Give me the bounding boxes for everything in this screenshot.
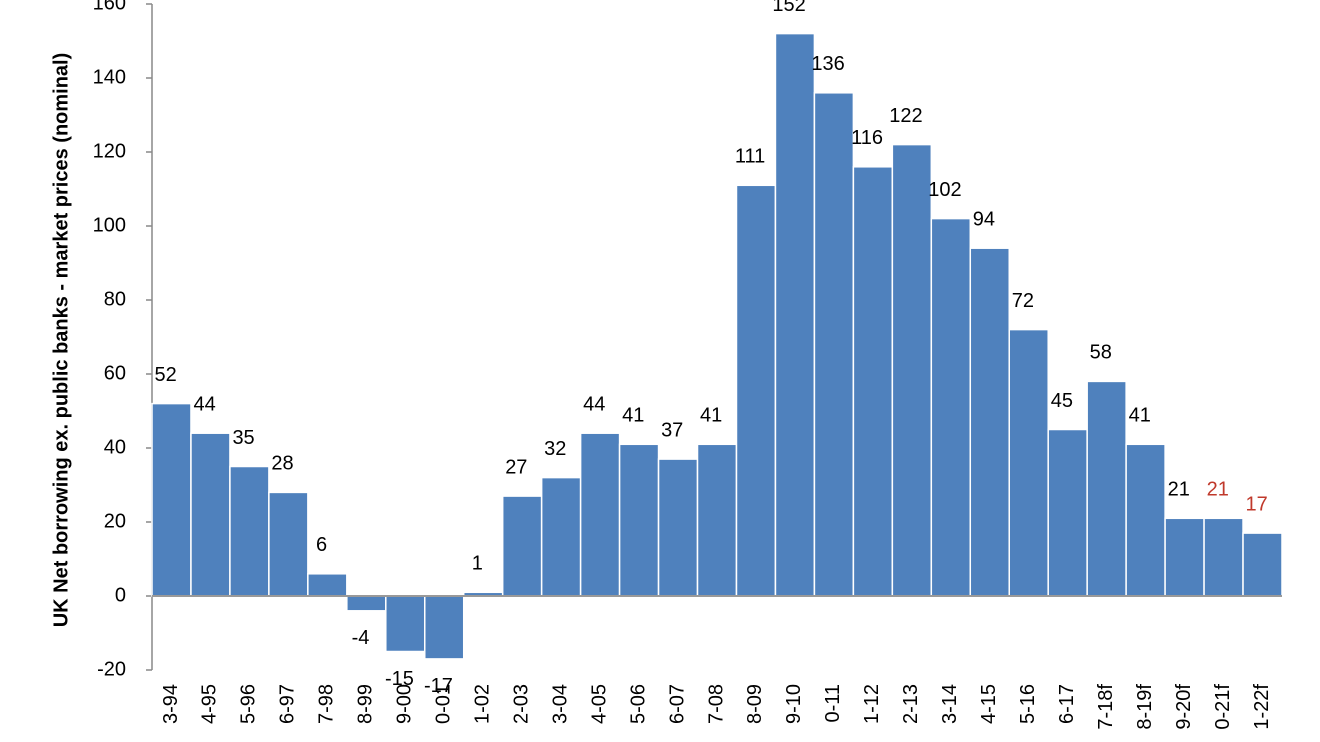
bar [1086,380,1127,597]
bar [1242,532,1283,597]
value-label: 21 [1207,479,1229,501]
x-tick-label: 7-98 [316,684,338,724]
y-tick-label: 60 [104,362,126,384]
value-label: 122 [889,105,922,127]
y-tick-label: 20 [104,510,126,532]
x-tick-label: 7-08 [705,684,727,724]
value-label: 35 [232,427,254,449]
value-label: 116 [851,127,883,149]
bar [540,476,582,597]
value-label: 52 [155,364,177,386]
x-tick-label: 3-14 [939,684,961,724]
value-label: 58 [1090,342,1112,364]
bar [774,32,816,597]
value-label: 37 [661,419,683,441]
bar [1008,328,1049,597]
x-tick-label: 6-17 [1056,684,1078,724]
x-tick-label: 8-99 [355,684,377,724]
value-label: 28 [271,453,293,475]
x-tick-label: 1-12 [861,684,883,724]
x-tick-label: 9-00 [394,684,416,724]
x-tick-label: 4-15 [978,684,1000,724]
x-tick-label: 2-13 [900,684,922,724]
bar [268,491,309,597]
bar [307,573,348,597]
value-label: 21 [1168,479,1190,501]
bar [969,247,1010,597]
value-label: -17 [424,675,453,697]
x-tick-label: 4-05 [588,684,610,724]
bar [852,166,894,597]
value-label: -15 [385,668,414,690]
x-tick-label: 3-04 [549,684,571,724]
bar [813,92,855,597]
x-tick-label: 6-97 [277,684,299,724]
bar [1047,428,1088,597]
y-tick-label: 80 [104,288,126,310]
x-tick-label: 5-06 [627,684,649,724]
bar [1125,443,1166,597]
x-tick-label: 0-21f [1212,684,1234,730]
y-tick-label: 0 [115,584,126,606]
bar [1203,517,1244,597]
x-tick-label: 9-10 [783,684,805,724]
value-label: 102 [928,179,961,201]
value-label: 111 [735,146,765,168]
y-tick-label: 100 [93,214,126,236]
y-axis-title: UK Net borrowing ex. public banks - mark… [50,53,72,628]
bar [385,595,426,653]
bar [657,458,699,597]
value-label: 44 [583,393,605,415]
bar [579,432,621,597]
y-tick-label: -20 [97,658,126,680]
value-label: 1 [472,553,483,575]
x-tick-label: 8-19f [1134,684,1156,730]
value-label: 6 [316,534,327,556]
bar [346,595,387,612]
value-label: 32 [544,438,566,460]
bar [190,432,231,597]
value-label: 17 [1246,493,1268,515]
bar [930,217,972,597]
x-tick-label: 2-03 [510,684,532,724]
y-tick-label: 120 [93,140,126,162]
x-tick-label: 5-96 [238,684,260,724]
value-label: 44 [193,393,215,415]
x-tick-label: 4-95 [199,684,221,724]
value-label: 72 [1012,290,1034,312]
bar [424,595,465,660]
x-tick-label: 3-94 [160,684,182,724]
bar [891,143,933,597]
value-label: 45 [1051,390,1073,412]
value-label: 41 [700,405,722,427]
bar [501,495,543,597]
x-tick-label: 5-16 [1017,684,1039,724]
value-label: 136 [811,53,844,75]
bar [618,443,660,597]
y-tick-label: 140 [93,66,126,88]
y-tick-label: 160 [93,0,126,14]
x-tick-label: 1-22f [1251,684,1273,730]
value-label: 152 [772,0,805,16]
x-tick-label: 9-20f [1173,684,1195,730]
x-tick-label: 6-07 [666,684,688,724]
value-label: 41 [622,405,644,427]
x-tick-label: 7-18f [1095,684,1117,730]
x-tick-label: 0-11 [822,684,844,723]
value-label: 41 [1129,405,1151,427]
bar [1164,517,1205,597]
x-tick-label: 0-01 [433,684,455,724]
bar [151,402,192,597]
y-tick-label: 40 [104,436,126,458]
value-label: 27 [505,456,527,478]
value-label: -4 [352,627,370,649]
bar [735,184,777,597]
x-tick-label: 1-02 [471,684,493,724]
x-tick-label: 8-09 [744,684,766,724]
value-label: 94 [973,208,995,230]
bar [229,465,270,597]
bar [696,443,738,597]
